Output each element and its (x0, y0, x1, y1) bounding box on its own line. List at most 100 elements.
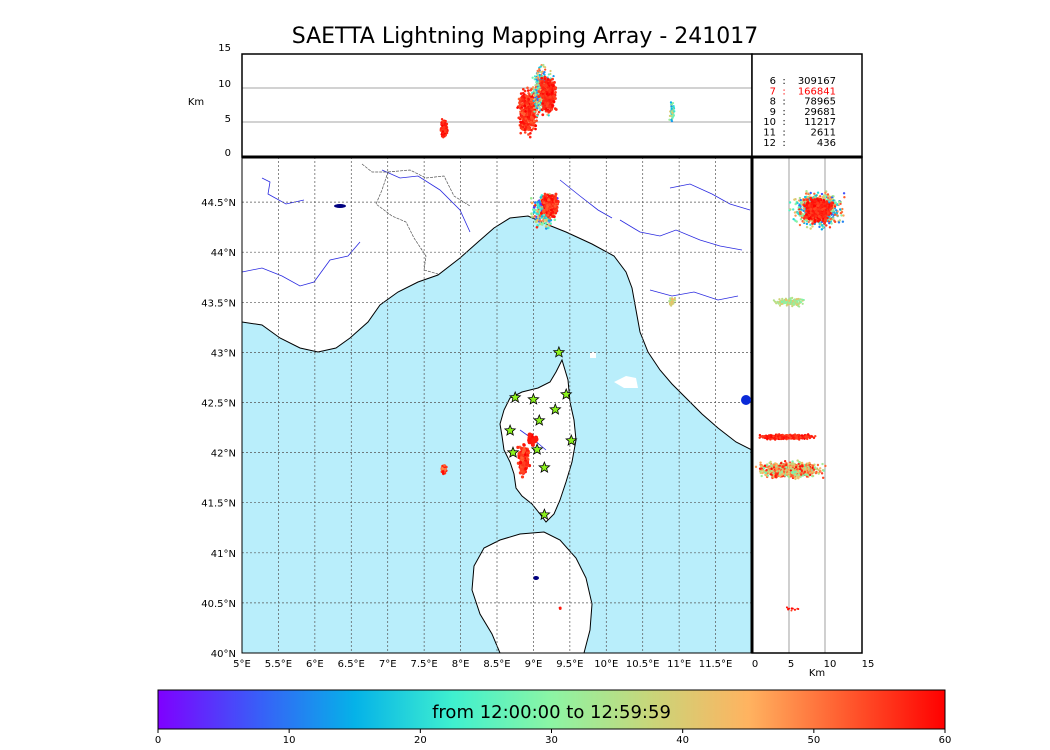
lon-tick-label: 7.5°E (411, 659, 438, 670)
colorbar-label: from 12:00:00 to 12:59:59 (432, 702, 671, 723)
map-lightning-sources (440, 192, 677, 610)
legend-sep: : (782, 86, 785, 97)
right-tick-label: 10 (824, 659, 837, 670)
lon-tick-label: 6°E (306, 659, 324, 670)
right-panel-tick-labels: 0 5 10 15 (752, 659, 875, 670)
colorbar-tick-label: 60 (939, 735, 952, 746)
corsica-island (500, 360, 576, 522)
elba-island (614, 376, 638, 388)
legend-value: 2611 (811, 128, 836, 139)
lake (533, 576, 539, 580)
lon-tick-label: 11°E (667, 659, 691, 670)
lake (334, 204, 346, 208)
station-star (527, 392, 540, 405)
legend-value: 29681 (804, 107, 836, 118)
legend-key: 12 (763, 138, 776, 149)
legend-value: 166841 (798, 86, 836, 97)
lon-tick-label: 9°E (525, 659, 543, 670)
sardinia-coast (471, 531, 593, 653)
lon-tick-label: 5°E (233, 659, 251, 670)
legend-key: 8 (770, 97, 776, 108)
right-tick-label: 5 (788, 659, 794, 670)
colorbar-tick-label: 50 (807, 735, 820, 746)
lat-tick-label: 44.5°N (201, 198, 236, 209)
lat-tick-label: 41°N (211, 549, 236, 560)
longitude-tick-labels: 5°E 5.5°E 6°E 6.5°E 7°E 7.5°E 8°E 8.5°E 9°E 9.5°E… (233, 659, 732, 670)
lat-tick-label: 40°N (211, 649, 236, 660)
top-tick-label: 0 (225, 148, 231, 159)
top-altitude-panel: 15 10 5 0 Km (188, 43, 753, 159)
right-altitude-panel: 0 5 10 15 Km (242, 155, 875, 679)
station-star (530, 443, 544, 455)
map-graticule (242, 157, 752, 653)
legend-sep: : (782, 107, 785, 118)
lon-tick-label: 8°E (452, 659, 470, 670)
legend-key: 10 (763, 117, 776, 128)
lat-tick-label: 43.5°N (201, 298, 236, 309)
right-tick-label: 0 (752, 659, 758, 670)
top-tick-label: 10 (218, 79, 231, 90)
station-star (552, 345, 566, 358)
station-star (532, 413, 546, 426)
station-star (503, 424, 517, 436)
colorbar-tick-label: 20 (414, 735, 427, 746)
legend-key: 6 (770, 76, 776, 87)
lon-tick-label: 7°E (379, 659, 397, 670)
top-panel-tick-labels: 15 10 5 0 (218, 43, 231, 159)
legend-key: 11 (763, 128, 776, 139)
lat-tick-label: 44°N (211, 248, 236, 259)
station-marker-edge (741, 395, 751, 405)
lon-tick-label: 9.5°E (556, 659, 583, 670)
colorbar-tick-label: 0 (155, 735, 161, 746)
legend-sep: : (782, 128, 785, 139)
station-star (508, 390, 522, 403)
top-tick-label: 15 (218, 43, 231, 54)
chart-title: SAETTA Lightning Mapping Array - 241017 (291, 24, 759, 49)
lon-tick-label: 5.5°E (265, 659, 292, 670)
top-tick-label: 5 (225, 114, 231, 125)
lon-tick-label: 10°E (594, 659, 618, 670)
right-panel-xlabel: Km (809, 668, 825, 679)
lon-tick-label: 11.5°E (699, 659, 733, 670)
legend-sep: : (782, 97, 785, 108)
colorbar: 0 10 20 30 40 50 60 (155, 689, 952, 746)
colorbar-tick-label: 30 (545, 735, 558, 746)
legend-panel: 6: 309167 7: 166841 8: 78965 9: 29681 10: 11217 11… (751, 53, 863, 158)
legend-value: 78965 (804, 97, 836, 108)
mainland-coast (242, 215, 752, 451)
lat-tick-label: 42°N (211, 449, 236, 460)
lat-tick-label: 41.5°N (201, 499, 236, 510)
corsica-coast (499, 358, 577, 523)
lon-tick-label: 8.5°E (483, 659, 510, 670)
legend-sep: : (782, 138, 785, 149)
map-panel: 5°E 5.5°E 6°E 6.5°E 7°E 7.5°E 8°E 8.5°E 9°E 9.5°E… (201, 156, 753, 670)
rivers (242, 169, 751, 641)
lon-tick-label: 6.5°E (338, 659, 365, 670)
station-star (549, 402, 562, 415)
legend-key: 9 (770, 107, 776, 118)
country-borders (361, 163, 471, 275)
colorbar-tick-label: 10 (283, 735, 296, 746)
station-star (506, 445, 520, 458)
top-panel-ylabel: Km (188, 97, 204, 108)
station-star (538, 461, 551, 474)
capraia-island (590, 352, 596, 358)
legend-value: 309167 (798, 76, 836, 87)
station-star (538, 508, 551, 521)
legend-key: 7 (770, 86, 776, 97)
station-markers (503, 345, 578, 521)
legend-value: 436 (817, 138, 836, 149)
lat-tick-label: 43°N (211, 348, 236, 359)
lat-tick-label: 40.5°N (201, 599, 236, 610)
station-star (565, 434, 578, 446)
right-tick-label: 15 (862, 659, 875, 670)
lat-tick-label: 42.5°N (201, 398, 236, 409)
legend-value: 11217 (804, 117, 836, 128)
station-star (559, 387, 573, 400)
legend-sep: : (782, 117, 785, 128)
latitude-tick-labels: 44.5°N 44°N 43.5°N 43°N 42.5°N 42°N 41.5°N 41°N… (201, 198, 236, 660)
lon-tick-label: 10.5°E (626, 659, 660, 670)
colorbar-tick-label: 40 (676, 735, 689, 746)
colorbar-tick-labels: 0 10 20 30 40 50 60 (155, 729, 952, 746)
